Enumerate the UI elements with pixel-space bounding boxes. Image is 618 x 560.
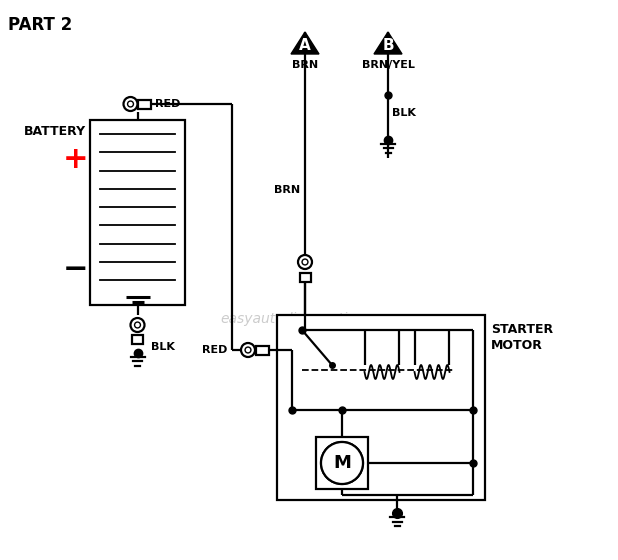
Bar	[277, 315, 485, 500]
Text: M: M	[333, 454, 351, 472]
Bar	[316, 437, 368, 489]
Text: B: B	[382, 38, 394, 53]
Text: BATTERY: BATTERY	[24, 125, 86, 138]
Text: easyautodiagnostics.com: easyautodiagnostics.com	[221, 312, 397, 326]
Bar	[90, 120, 185, 305]
Text: RED: RED	[154, 99, 180, 109]
Text: STARTER
MOTOR: STARTER MOTOR	[491, 323, 553, 352]
Circle shape	[321, 442, 363, 484]
Polygon shape	[374, 32, 402, 54]
Text: A: A	[299, 38, 311, 53]
Bar	[255, 346, 268, 354]
Bar	[138, 100, 151, 109]
Text: +: +	[63, 146, 89, 175]
Text: BRN: BRN	[292, 60, 318, 70]
Text: BRN: BRN	[274, 185, 300, 195]
Bar	[300, 273, 310, 282]
Text: PART 2: PART 2	[8, 16, 72, 34]
Text: BLK: BLK	[392, 108, 416, 118]
Circle shape	[321, 442, 363, 484]
Bar	[132, 334, 143, 343]
Text: BLK: BLK	[151, 342, 176, 352]
Text: BRN/YEL: BRN/YEL	[362, 60, 415, 70]
Text: −: −	[63, 255, 89, 284]
Text: RED: RED	[201, 345, 227, 355]
Polygon shape	[291, 32, 319, 54]
